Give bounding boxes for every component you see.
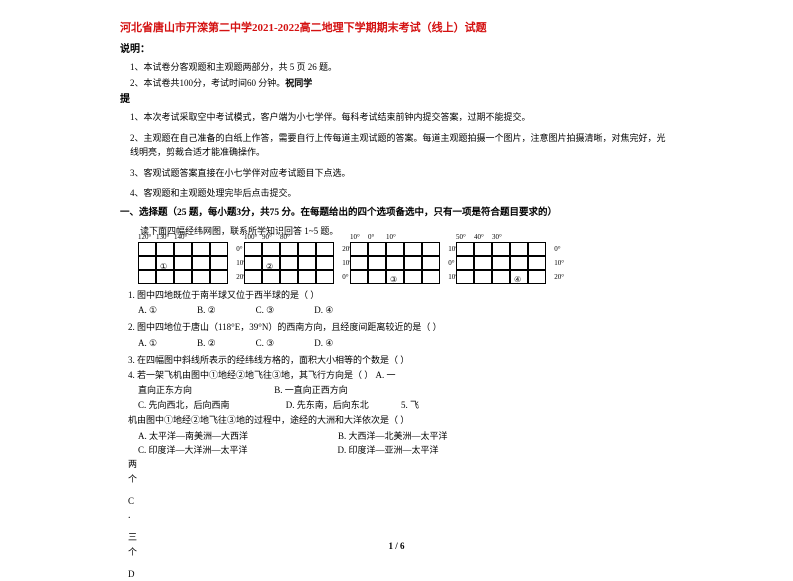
q1: 1. 图中四地既位于南半球又位于西半球的是（ ） (128, 288, 673, 302)
q2-opts: A. ①B. ②C. ③D. ④ (138, 336, 333, 350)
q5-opts-row1: A. 太平洋—南美洲—大西洋B. 大西洋—北美洲—太平洋 (138, 429, 673, 443)
q5: 机由图中①地经②地飞往③地的过程中，途经的大洲和大洋依次是（ ） (128, 413, 673, 427)
inst-2: 2、本试卷共100分，考试时间60 分钟。祝同学 (130, 76, 673, 90)
maps-row: 120°130°140° 0°10°20° ① 100°90°80° 20°10… (138, 242, 673, 284)
map-2: 100°90°80° 20°10°0° ② (244, 242, 334, 284)
section-1-header: 一、选择题（25 题，每小题3分，共75 分。在每题给出的四个选项备选中，只有一… (120, 206, 673, 221)
q5-opts-row2: C. 印度洋—大洋洲—太平洋D. 印度洋—亚洲—太平洋 (138, 443, 673, 457)
tips: 1、本次考试采取空中考试模式，客户端为小七学伴。每科考试结束前钟内提交答案，过期… (130, 110, 673, 200)
map-4: 50°40°30° 0°10°20° ④ (456, 242, 546, 284)
tip-2: 2、主观题在自己准备的白纸上作答，需要自行上传每道主观试题的答案。每道主观题拍摄… (130, 131, 673, 160)
tip-1: 1、本次考试采取空中考试模式，客户端为小七学伴。每科考试结束前钟内提交答案，过期… (130, 110, 673, 124)
inst-1: 1、本试卷分客观题和主观题两部分，共 5 页 26 题。 (130, 60, 673, 74)
vert-text-2: 三个 (128, 530, 140, 559)
q4: 4. 若一架飞机由图中①地经②地飞往③地，其飞行方向是（ ） A. 一 (128, 368, 673, 382)
instructions: 1、本试卷分客观题和主观题两部分，共 5 页 26 题。 2、本试卷共100分，… (130, 60, 673, 91)
subtitle: 说明： (120, 42, 673, 58)
map-3: 10°0°10° 10°0°10° ③ (350, 242, 440, 284)
q3: 3. 在四幅图中斜线所表示的经纬线方格的，面积大小相等的个数是（ ） (128, 353, 673, 367)
tip-4: 4、客观题和主观题处理完毕后点击提交。 (130, 186, 673, 200)
dot-c: . (128, 508, 673, 524)
page-number: 1 / 6 (388, 539, 404, 553)
q4-sub2: C. 先向西北，后向西南 D. 先东南，后向东北 5. 飞 (138, 398, 673, 412)
letter-d: D (128, 567, 673, 581)
vert-text-1: 两个 (128, 457, 140, 486)
tip-3: 3、客观试题答案直接在小七学伴对应考试题目下点选。 (130, 166, 673, 180)
tips-header: 提 (120, 92, 673, 108)
map-1: 120°130°140° 0°10°20° ① (138, 242, 228, 284)
q2: 2. 图中四地位于唐山（118°E，39°N）的西南方向，且经度间距离较近的是（… (128, 320, 673, 334)
doc-title: 河北省唐山市开滦第二中学2021-2022高二地理下学期期末考试（线上）试题 (120, 20, 673, 38)
q4-sub: 直向正东方向 B. 一直向正西方向 (138, 383, 673, 397)
letter-c: C (128, 494, 673, 508)
q1-opts: A. ①B. ②C. ③D. ④ (138, 303, 333, 317)
